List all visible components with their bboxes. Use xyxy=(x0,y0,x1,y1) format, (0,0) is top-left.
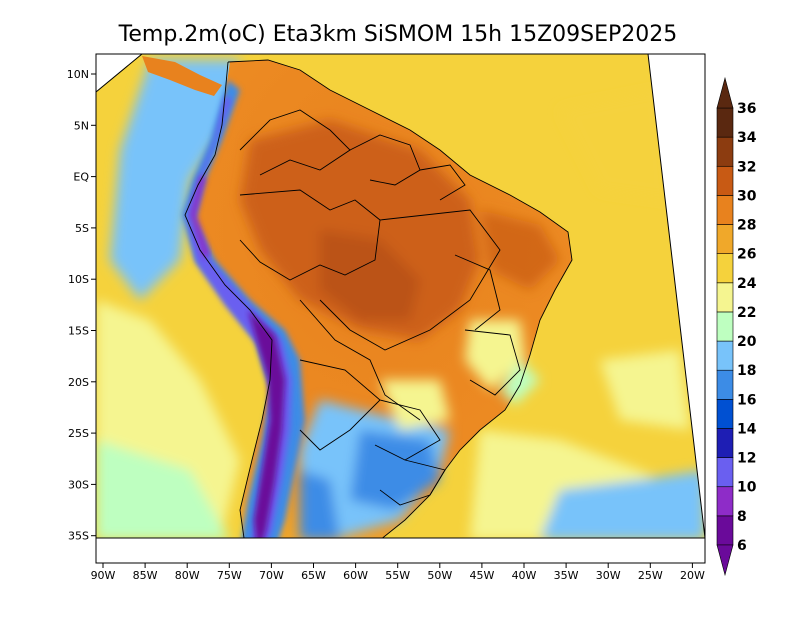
country-borders xyxy=(184,59,573,538)
lon-tick-label: 85W xyxy=(133,569,158,582)
temperature-field xyxy=(96,54,705,538)
lon-tick-label: 75W xyxy=(217,569,242,582)
lon-tick-label: 55W xyxy=(385,569,410,582)
lat-tick-label: 35S xyxy=(68,530,89,543)
lat-tick-label: 15S xyxy=(68,325,89,338)
colorbar-segment xyxy=(716,457,734,488)
lat-tick-label: 25S xyxy=(68,427,89,440)
colorbar-level-label: 24 xyxy=(737,276,757,292)
colorbar-segment xyxy=(716,165,734,196)
map-title: Temp.2m(oC) Eta3km SiSMOM 15h 15Z09SEP20… xyxy=(118,22,678,47)
lat-tick-label: 20S xyxy=(68,376,89,389)
colorbar-segment xyxy=(716,399,734,429)
axis-frame xyxy=(95,53,706,564)
colorbar-level-label: 12 xyxy=(737,451,756,467)
lon-tick-label: 65W xyxy=(301,569,326,582)
colorbar-level-label: 14 xyxy=(737,421,757,437)
lat-tick-label: 10S xyxy=(68,273,89,286)
ocean-temperature-zones xyxy=(96,60,705,538)
colorbar-level-label: 18 xyxy=(737,363,756,379)
lon-tick-label: 25W xyxy=(638,569,663,582)
colorbar-level-label: 36 xyxy=(737,101,756,117)
cool-southern-zone xyxy=(300,320,540,538)
colorbar-level-label: 32 xyxy=(737,159,756,175)
lon-tick-label: 50W xyxy=(427,569,452,582)
colorbar-level-label: 30 xyxy=(737,188,757,204)
lon-tick-label: 40W xyxy=(512,569,537,582)
lat-tick-label: 5N xyxy=(74,119,89,132)
lon-tick-label: 80W xyxy=(175,569,200,582)
colorbar-segment xyxy=(716,340,734,371)
colorbar-segment xyxy=(716,195,734,225)
lon-tick-label: 60W xyxy=(343,569,368,582)
temperature-colorbar: 6 8 10 12 14 16 18 20 22 24 26 28 30 32 34 36 xyxy=(716,76,757,577)
central-america xyxy=(142,56,222,96)
colorbar-level-label: 16 xyxy=(737,392,756,408)
colorbar-segment xyxy=(716,515,734,546)
colorbar-level-label: 26 xyxy=(737,247,756,263)
colorbar-segment xyxy=(716,369,734,400)
colorbar-segment xyxy=(716,486,734,517)
lon-tick-label: 30W xyxy=(596,569,621,582)
colorbar-over-arrow xyxy=(716,76,734,109)
colorbar-segment xyxy=(716,282,734,313)
lat-tick-label: 10N xyxy=(67,68,89,81)
lat-tick-label: 30S xyxy=(68,478,89,491)
lon-tick-label: 35W xyxy=(554,569,579,582)
colorbar-level-label: 20 xyxy=(737,334,757,350)
lat-tick-label: EQ xyxy=(73,171,89,184)
latitude-axis: 10N 5N EQ 5S 10S 15S 20S 25S 30S 35S xyxy=(67,68,96,543)
colorbar-segment xyxy=(716,311,734,342)
hot-interior-zone xyxy=(240,120,560,340)
lon-tick-label: 20W xyxy=(680,569,705,582)
colorbar-level-label: 10 xyxy=(737,480,757,496)
colorbar-segment xyxy=(716,136,734,167)
colorbar-under-arrow xyxy=(716,544,734,577)
lat-tick-label: 5S xyxy=(75,222,89,235)
andes-cold-band xyxy=(182,80,305,538)
colorbar-level-label: 6 xyxy=(737,538,747,554)
colorbar-segment xyxy=(716,107,734,138)
colorbar-segment xyxy=(716,253,734,284)
colorbar-segment xyxy=(716,224,734,254)
colorbar-segment xyxy=(716,428,734,458)
longitude-axis: 90W 85W 80W 75W 70W 65W 60W 55W 50W 45W 40W 35W 30W 2… xyxy=(91,563,705,582)
colorbar-level-label: 8 xyxy=(737,509,747,525)
colorbar-level-label: 22 xyxy=(737,305,756,321)
lon-tick-label: 70W xyxy=(259,569,284,582)
lon-tick-label: 90W xyxy=(91,569,116,582)
lon-tick-label: 45W xyxy=(469,569,494,582)
colorbar-level-label: 28 xyxy=(737,218,756,234)
colorbar-level-label: 34 xyxy=(737,130,757,146)
